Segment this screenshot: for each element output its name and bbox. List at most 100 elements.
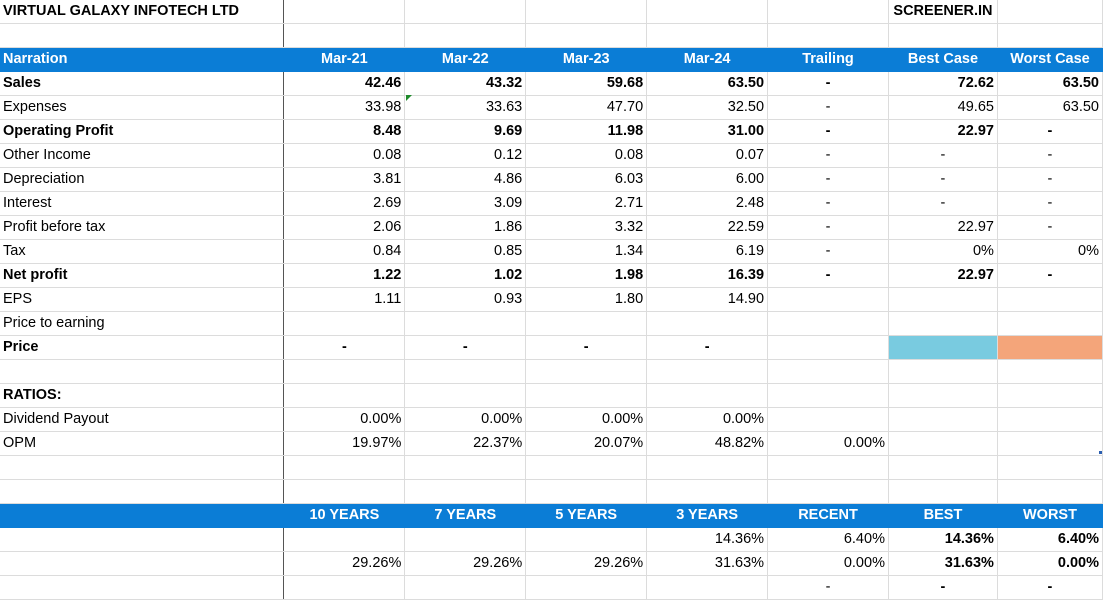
empty-cell[interactable]	[0, 551, 285, 576]
value-cell[interactable]: -	[888, 191, 998, 216]
value-cell[interactable]: 29.26%	[283, 551, 406, 576]
value-cell[interactable]: 43.32	[404, 71, 527, 96]
value-cell[interactable]: 0.00%	[525, 407, 648, 432]
row-label[interactable]: Dividend Payout	[0, 407, 285, 432]
value-cell[interactable]: 0.00%	[997, 551, 1103, 576]
value-cell[interactable]: 6.00	[646, 167, 769, 192]
row-label[interactable]: EPS	[0, 287, 285, 312]
value-cell[interactable]: 22.59	[646, 215, 769, 240]
column-header-mar-21[interactable]: Mar-21	[283, 47, 406, 72]
empty-cell[interactable]	[888, 359, 998, 384]
value-cell[interactable]: -	[997, 143, 1103, 168]
value-cell[interactable]: -	[767, 191, 889, 216]
empty-cell[interactable]	[888, 479, 998, 504]
value-cell[interactable]: 3.32	[525, 215, 648, 240]
growth-header-5-years[interactable]: 5 YEARS	[525, 503, 648, 528]
value-cell[interactable]: 31.00	[646, 119, 769, 144]
value-cell[interactable]	[525, 311, 648, 336]
growth-header-10-years[interactable]: 10 YEARS	[283, 503, 406, 528]
value-cell[interactable]: 22.97	[888, 215, 998, 240]
value-cell[interactable]: 0.93	[404, 287, 527, 312]
empty-cell[interactable]	[404, 479, 527, 504]
empty-cell[interactable]	[888, 23, 998, 48]
column-header-trailing[interactable]: Trailing	[767, 47, 889, 72]
row-label[interactable]: Sales	[0, 71, 285, 96]
value-cell[interactable]: 0.12	[404, 143, 527, 168]
value-cell[interactable]	[767, 287, 889, 312]
empty-cell[interactable]	[525, 383, 648, 408]
value-cell[interactable]: 29.26%	[525, 551, 648, 576]
value-cell[interactable]	[888, 311, 998, 336]
empty-cell[interactable]	[767, 479, 889, 504]
value-cell[interactable]: 9.69	[404, 119, 527, 144]
empty-cell[interactable]	[283, 455, 406, 480]
best-case-price-input[interactable]	[888, 335, 998, 360]
value-cell[interactable]: -	[888, 143, 998, 168]
value-cell[interactable]: 48.82%	[646, 431, 769, 456]
empty-cell[interactable]	[767, 23, 889, 48]
value-cell[interactable]: -	[997, 167, 1103, 192]
value-cell[interactable]	[997, 311, 1103, 336]
value-cell[interactable]: -	[767, 575, 889, 600]
value-cell[interactable]: 6.19	[646, 239, 769, 264]
value-cell[interactable]	[767, 311, 889, 336]
value-cell[interactable]	[525, 527, 648, 552]
empty-cell[interactable]	[404, 455, 527, 480]
value-cell[interactable]	[404, 527, 527, 552]
value-cell[interactable]: 0.08	[283, 143, 406, 168]
empty-cell[interactable]	[0, 503, 285, 528]
column-header-mar-22[interactable]: Mar-22	[404, 47, 527, 72]
value-cell[interactable]: 22.37%	[404, 431, 527, 456]
value-cell[interactable]	[888, 407, 998, 432]
value-cell[interactable]: -	[997, 215, 1103, 240]
value-cell[interactable]: 1.34	[525, 239, 648, 264]
value-cell[interactable]	[283, 575, 406, 600]
value-cell[interactable]: 6.40%	[997, 527, 1103, 552]
empty-cell[interactable]	[525, 359, 648, 384]
empty-cell[interactable]	[888, 383, 998, 408]
value-cell[interactable]	[646, 311, 769, 336]
value-cell[interactable]: -	[997, 263, 1103, 288]
value-cell[interactable]: 22.97	[888, 119, 998, 144]
value-cell[interactable]: 0.08	[525, 143, 648, 168]
empty-cell[interactable]	[997, 23, 1103, 48]
value-cell[interactable]: 0%	[888, 239, 998, 264]
row-label[interactable]: Price	[0, 335, 285, 360]
empty-cell[interactable]	[646, 479, 769, 504]
value-cell[interactable]: 63.50	[997, 95, 1103, 120]
growth-header-worst[interactable]: WORST	[997, 503, 1103, 528]
empty-cell[interactable]	[0, 23, 285, 48]
value-cell[interactable]: 0.00%	[404, 407, 527, 432]
empty-cell[interactable]	[767, 0, 889, 24]
value-cell[interactable]: -	[767, 143, 889, 168]
empty-cell[interactable]	[525, 455, 648, 480]
value-cell[interactable]: -	[767, 263, 889, 288]
value-cell[interactable]	[404, 311, 527, 336]
value-cell[interactable]: 33.63	[404, 95, 527, 120]
empty-cell[interactable]	[525, 0, 648, 24]
value-cell[interactable]: 19.97%	[283, 431, 406, 456]
value-cell[interactable]	[283, 311, 406, 336]
source-label[interactable]: SCREENER.IN	[888, 0, 998, 24]
row-label[interactable]: Tax	[0, 239, 285, 264]
value-cell[interactable]: 14.90	[646, 287, 769, 312]
empty-cell[interactable]	[767, 359, 889, 384]
value-cell[interactable]: 0.00%	[283, 407, 406, 432]
value-cell[interactable]: -	[767, 119, 889, 144]
value-cell[interactable]: 14.36%	[646, 527, 769, 552]
column-header-mar-23[interactable]: Mar-23	[525, 47, 648, 72]
value-cell[interactable]	[888, 431, 998, 456]
value-cell[interactable]	[888, 287, 998, 312]
value-cell[interactable]	[283, 527, 406, 552]
value-cell[interactable]: 29.26%	[404, 551, 527, 576]
ratios-title[interactable]: RATIOS:	[0, 383, 285, 408]
row-label[interactable]: OPM	[0, 431, 285, 456]
empty-cell[interactable]	[404, 23, 527, 48]
value-cell[interactable]: -	[283, 335, 406, 360]
value-cell[interactable]	[997, 287, 1103, 312]
value-cell[interactable]: -	[888, 575, 998, 600]
value-cell[interactable]: -	[767, 71, 889, 96]
value-cell[interactable]	[404, 575, 527, 600]
value-cell[interactable]: 6.40%	[767, 527, 889, 552]
